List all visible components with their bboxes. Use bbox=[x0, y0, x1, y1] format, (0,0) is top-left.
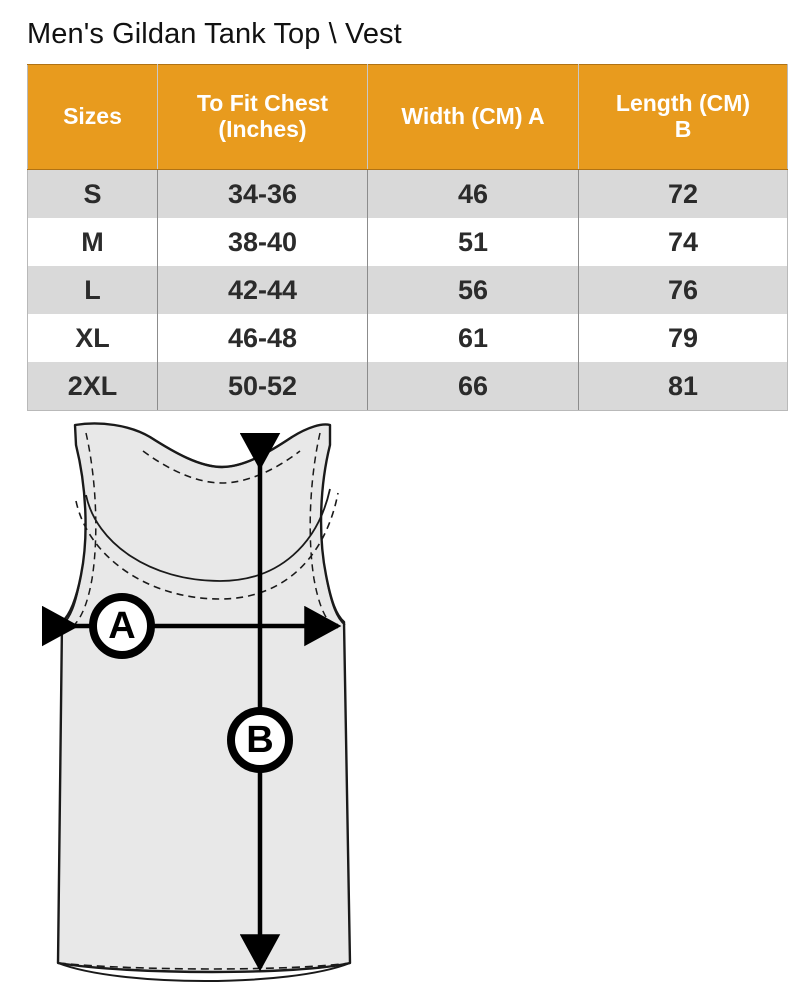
hem-stitch-line bbox=[57, 962, 351, 982]
marker-badge-a: A bbox=[89, 593, 155, 659]
column-header-length-line2: B bbox=[674, 116, 692, 142]
column-header-sizes: Sizes bbox=[27, 64, 158, 170]
size-chart-table: Sizes To Fit Chest (Inches) Width (CM) A… bbox=[27, 64, 788, 411]
neckline-inner-curve bbox=[75, 488, 339, 600]
marker-label-a: A bbox=[108, 605, 135, 647]
cell-length: 81 bbox=[578, 362, 788, 411]
cell-chest: 38-40 bbox=[157, 218, 368, 266]
column-header-length: Length (CM) B bbox=[578, 64, 788, 170]
cell-length: 74 bbox=[578, 218, 788, 266]
cell-size: L bbox=[27, 266, 158, 314]
table-row: 2XL 50-52 66 81 bbox=[27, 362, 788, 411]
table-header-row: Sizes To Fit Chest (Inches) Width (CM) A… bbox=[27, 64, 788, 170]
cell-length: 76 bbox=[578, 266, 788, 314]
table-row: S 34-36 46 72 bbox=[27, 169, 788, 218]
table-row: XL 46-48 61 79 bbox=[27, 314, 788, 362]
cell-width: 46 bbox=[367, 169, 579, 218]
marker-label-b: B bbox=[246, 719, 273, 761]
column-header-chest: To Fit Chest (Inches) bbox=[157, 64, 368, 170]
cell-width: 61 bbox=[367, 314, 579, 362]
cell-width: 66 bbox=[367, 362, 579, 411]
cell-size: XL bbox=[27, 314, 158, 362]
cell-width: 51 bbox=[367, 218, 579, 266]
marker-badge-b: B bbox=[227, 707, 293, 773]
table-row: M 38-40 51 74 bbox=[27, 218, 788, 266]
table-row: L 42-44 56 76 bbox=[27, 266, 788, 314]
column-header-width: Width (CM) A bbox=[367, 64, 579, 170]
cell-size: 2XL bbox=[27, 362, 158, 411]
garment-diagram: A B bbox=[0, 415, 420, 1000]
cell-length: 79 bbox=[578, 314, 788, 362]
column-header-sizes-label: Sizes bbox=[63, 103, 122, 130]
cell-chest: 34-36 bbox=[157, 169, 368, 218]
column-header-chest-line1: To Fit Chest bbox=[196, 90, 329, 117]
cell-width: 56 bbox=[367, 266, 579, 314]
table-body: S 34-36 46 72 M 38-40 51 74 L 42-44 56 7… bbox=[27, 169, 788, 411]
cell-chest: 50-52 bbox=[157, 362, 368, 411]
column-header-length-line1: Length (CM) bbox=[615, 90, 751, 117]
cell-chest: 46-48 bbox=[157, 314, 368, 362]
table-header: Sizes To Fit Chest (Inches) Width (CM) A… bbox=[27, 64, 788, 170]
column-header-width-label: Width (CM) A bbox=[401, 103, 545, 130]
cell-length: 72 bbox=[578, 169, 788, 218]
cell-size: M bbox=[27, 218, 158, 266]
tank-top-outline bbox=[56, 422, 352, 974]
column-header-chest-line2: (Inches) bbox=[218, 116, 307, 142]
cell-size: S bbox=[27, 169, 158, 218]
cell-chest: 42-44 bbox=[157, 266, 368, 314]
page-title: Men's Gildan Tank Top \ Vest bbox=[27, 18, 402, 50]
